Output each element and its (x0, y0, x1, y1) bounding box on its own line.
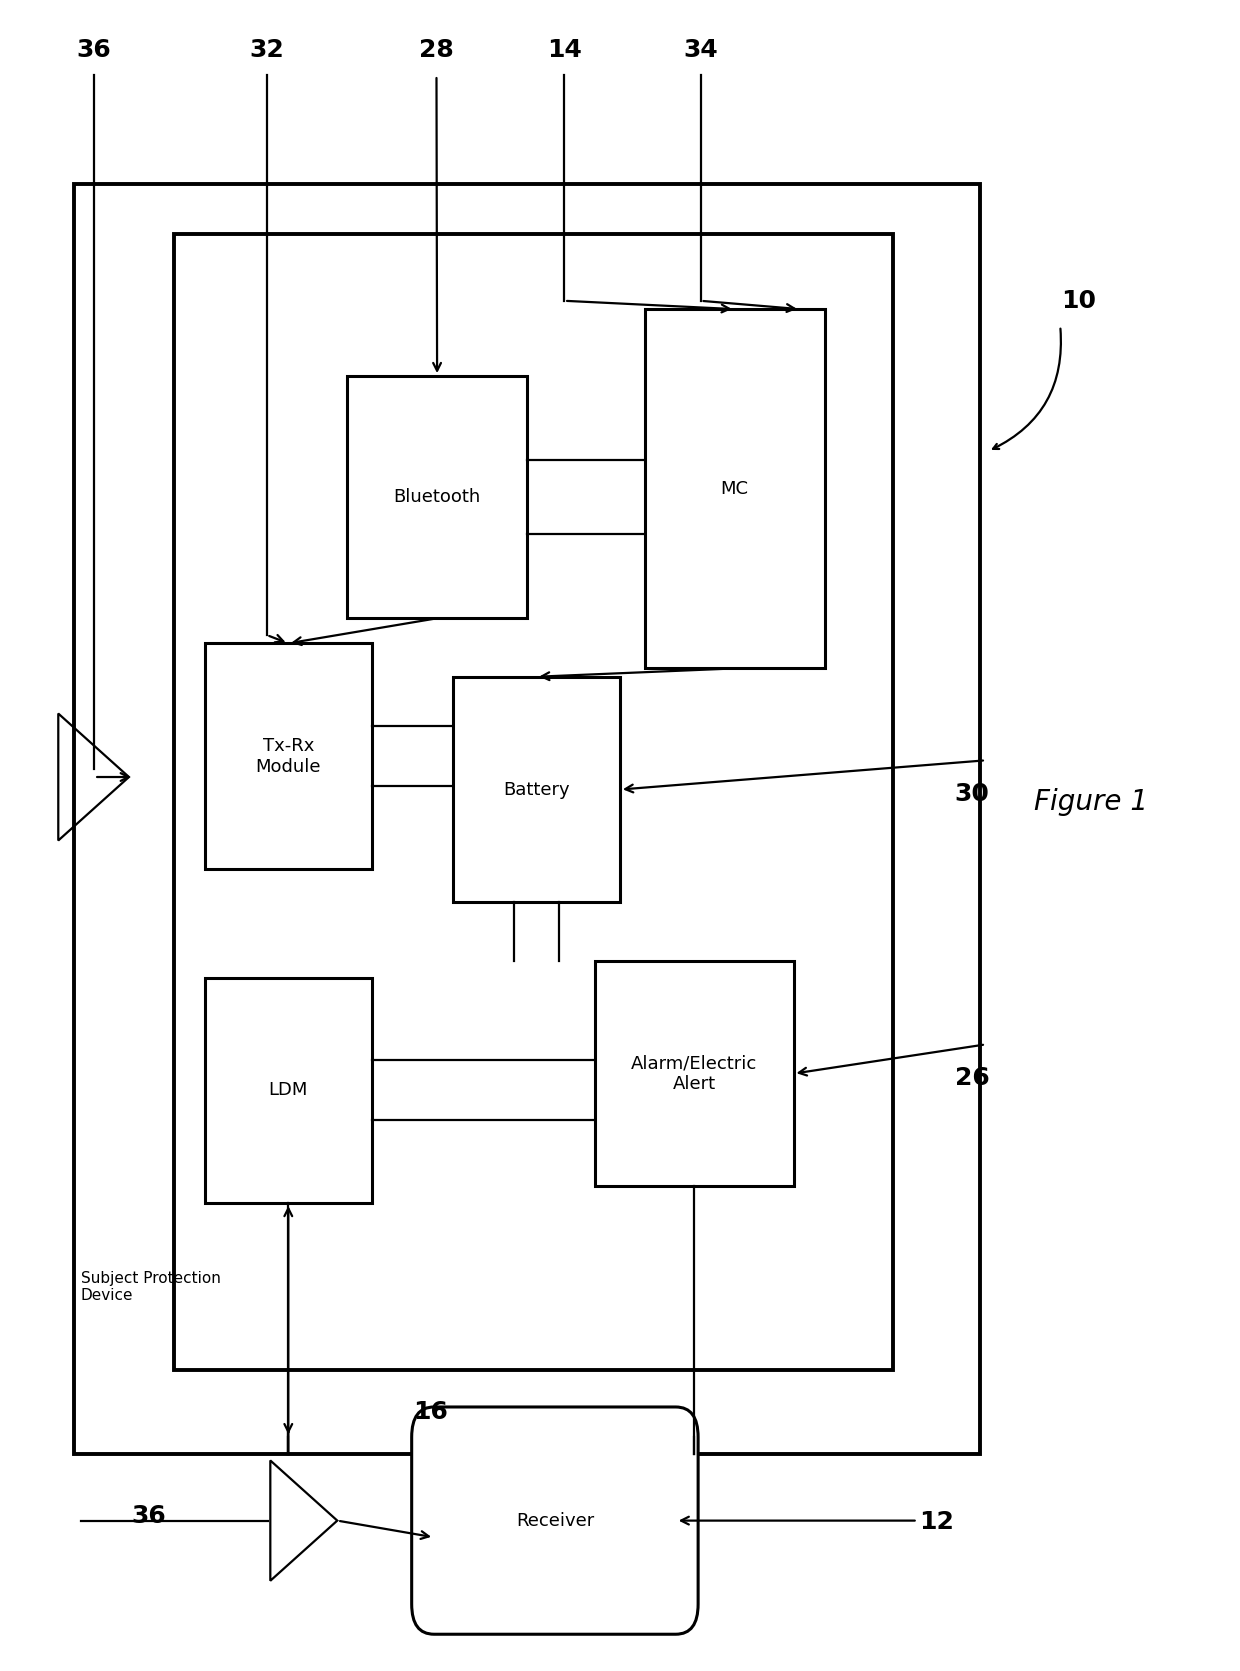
Bar (453, 677, 620, 902)
Bar (347, 376, 527, 618)
Bar (645, 309, 825, 668)
Text: Alarm/Electric
Alert: Alarm/Electric Alert (631, 1054, 758, 1093)
Bar (205, 643, 372, 869)
Text: 28: 28 (419, 38, 454, 62)
Text: 36: 36 (77, 38, 112, 62)
Text: 36: 36 (131, 1504, 166, 1527)
Bar (74, 184, 980, 1454)
Text: 30: 30 (955, 782, 990, 805)
Text: 10: 10 (1061, 289, 1096, 312)
Text: 34: 34 (683, 38, 718, 62)
Text: Tx-Rx
Module: Tx-Rx Module (255, 737, 321, 775)
Text: 16: 16 (413, 1400, 448, 1424)
Text: MC: MC (720, 480, 749, 498)
Text: Bluetooth: Bluetooth (393, 488, 481, 506)
FancyBboxPatch shape (412, 1407, 698, 1634)
Bar (595, 961, 794, 1186)
Text: 14: 14 (547, 38, 582, 62)
Text: Subject Protection
Device: Subject Protection Device (81, 1272, 221, 1303)
Text: 32: 32 (249, 38, 284, 62)
Text: 12: 12 (919, 1511, 954, 1534)
Bar (205, 978, 372, 1203)
Text: LDM: LDM (269, 1081, 308, 1100)
Text: Figure 1: Figure 1 (1034, 789, 1148, 815)
Bar (174, 234, 893, 1370)
Text: Battery: Battery (503, 780, 569, 799)
Text: Receiver: Receiver (516, 1512, 594, 1529)
Text: 26: 26 (955, 1066, 990, 1089)
